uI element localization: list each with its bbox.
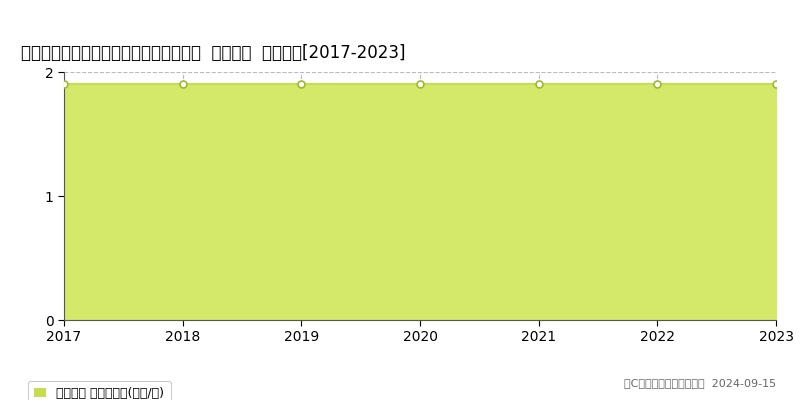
Text: 愛知県日進市米野木町農来１２０番７外  地価公示  地価推移[2017-2023]: 愛知県日進市米野木町農来１２０番７外 地価公示 地価推移[2017-2023] [22, 44, 406, 62]
Text: （C）土地価格ドットコム  2024-09-15: （C）土地価格ドットコム 2024-09-15 [624, 378, 776, 388]
Legend: 地価公示 平均坪単価(万円/坪): 地価公示 平均坪単価(万円/坪) [27, 381, 170, 400]
